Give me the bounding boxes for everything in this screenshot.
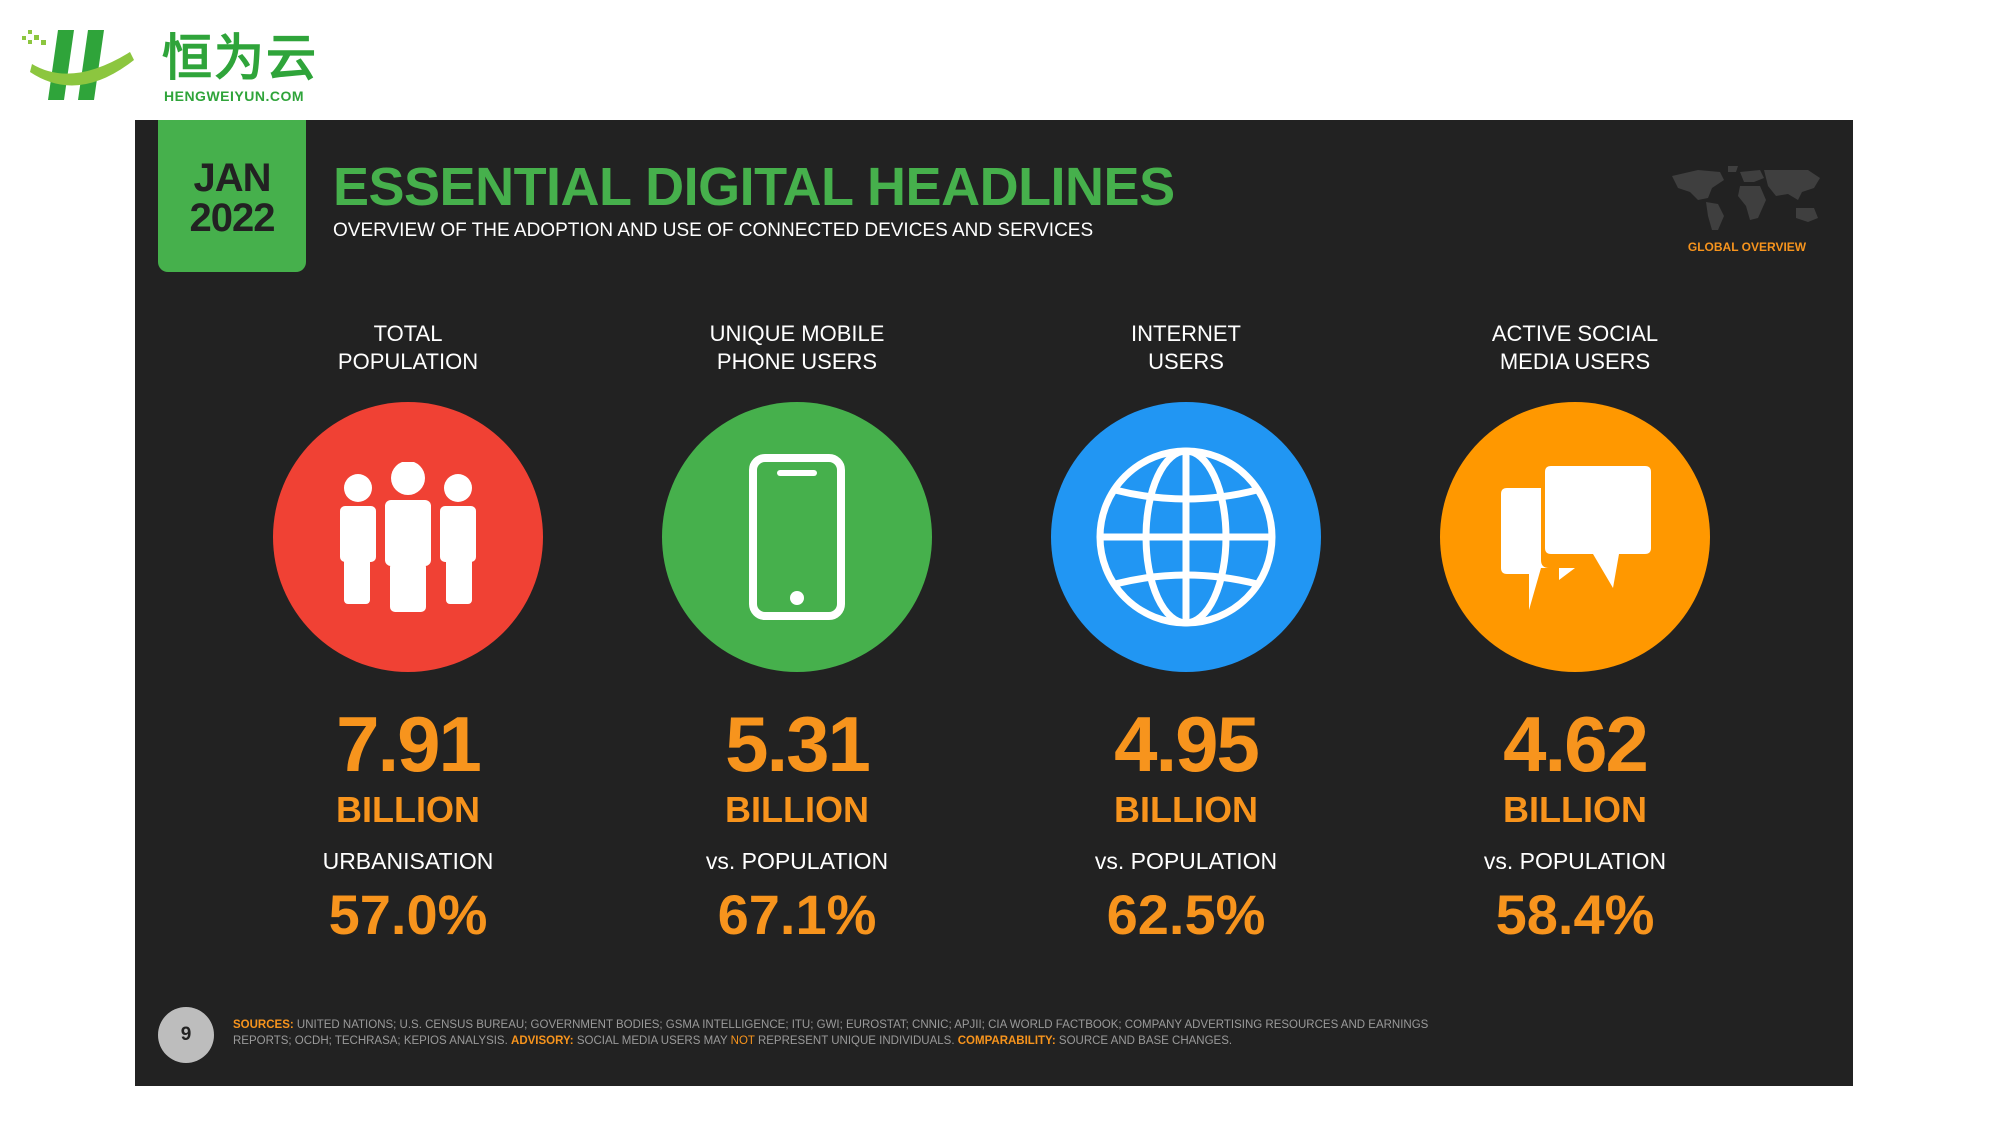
logo-name: 恒为云 [162,29,318,87]
stat-circle [662,402,932,672]
stat-sublabel: vs. POPULATION [1483,848,1667,874]
hengweiyun-logo-icon [22,30,134,100]
stat-label-line: TOTAL [373,321,443,346]
date-month: JAN [193,156,271,200]
stat-sublabel: vs. POPULATION [1094,848,1278,874]
stat-unit: BILLION [336,789,480,830]
stat-unit: BILLION [1503,789,1647,830]
stat-internet-users: INTERNET USERS 4.95 BILLION vs. POPULATI… [1006,320,1366,944]
globe-icon [1096,447,1276,627]
stat-label: TOTAL POPULATION [228,320,588,382]
stat-percent: 62.5% [1106,883,1266,946]
stat-label: INTERNET USERS [1006,320,1366,382]
sources-text: UNITED NATIONS; U.S. CENSUS BUREAU; GOVE… [233,1019,1429,1047]
stat-label: UNIQUE MOBILE PHONE USERS [617,320,977,382]
stat-sublabel: URBANISATION [322,848,494,874]
advisory-not: NOT [730,1035,755,1047]
stat-value: 4.62 [1503,700,1649,788]
stat-percent: 58.4% [1495,883,1655,946]
advisory-text: SOCIAL MEDIA USERS MAY [576,1035,728,1047]
people-icon [340,462,476,612]
mobile-phone-icon [749,454,845,620]
page-number: 9 [158,1007,214,1063]
stat-unit: BILLION [725,789,869,830]
stat-label-line: ACTIVE SOCIAL [1491,321,1659,346]
stat-circle [273,402,543,672]
hengweiyun-logo[interactable]: 恒为云 HENGWEIYUN.COM [22,26,322,106]
stat-percent: 57.0% [328,883,488,946]
stat-value: 4.95 [1114,700,1260,788]
global-overview-badge: GLOBAL OVERVIEW [1662,164,1832,274]
stat-label-line: USERS [1148,349,1224,374]
world-map-icon [1672,166,1820,230]
advisory-text-2: REPRESENT UNIQUE INDIVIDUALS. [757,1035,955,1047]
stat-circle [1051,402,1321,672]
stat-social-media-users: ACTIVE SOCIAL MEDIA USERS 4.62 BILLION v… [1395,320,1755,944]
stat-label-line: POPULATION [337,349,479,374]
stat-percent: 67.1% [717,883,877,946]
stat-sublabel: vs. POPULATION [705,848,889,874]
date-year: 2022 [189,196,276,240]
logo-domain: HENGWEIYUN.COM [164,88,304,104]
global-overview-label: GLOBAL OVERVIEW [1687,240,1807,254]
stat-value: 7.91 [336,700,482,788]
stat-total-population: TOTAL POPULATION 7.91 BILLION URBANI [228,320,588,944]
sources-footnote: SOURCES: UNITED NATIONS; U.S. CENSUS BUR… [233,1017,1433,1049]
stat-label: ACTIVE SOCIAL MEDIA USERS [1395,320,1755,382]
sources-label: SOURCES: [233,1019,294,1031]
chat-bubbles-icon [1501,466,1651,610]
stat-circle [1440,402,1710,672]
advisory-label: ADVISORY: [511,1035,574,1047]
comparability-label: COMPARABILITY: [957,1035,1056,1047]
stat-unit: BILLION [1114,789,1258,830]
stat-value: 5.31 [725,700,871,788]
stat-label-line: INTERNET [1131,321,1241,346]
stat-label-line: MEDIA USERS [1499,349,1651,374]
comparability-text: SOURCE AND BASE CHANGES. [1058,1035,1233,1047]
stat-label-line: PHONE USERS [716,349,878,374]
slide-subtitle: OVERVIEW OF THE ADOPTION AND USE OF CONN… [333,220,1094,241]
slide-title: ESSENTIAL DIGITAL HEADLINES [333,157,1175,217]
date-tab: JAN 2022 [158,120,306,272]
slide: JAN 2022 ESSENTIAL DIGITAL HEADLINES OVE… [135,120,1853,1086]
stat-label-line: UNIQUE MOBILE [709,321,885,346]
stat-mobile-users: UNIQUE MOBILE PHONE USERS 5.31 BILLION v… [617,320,977,944]
